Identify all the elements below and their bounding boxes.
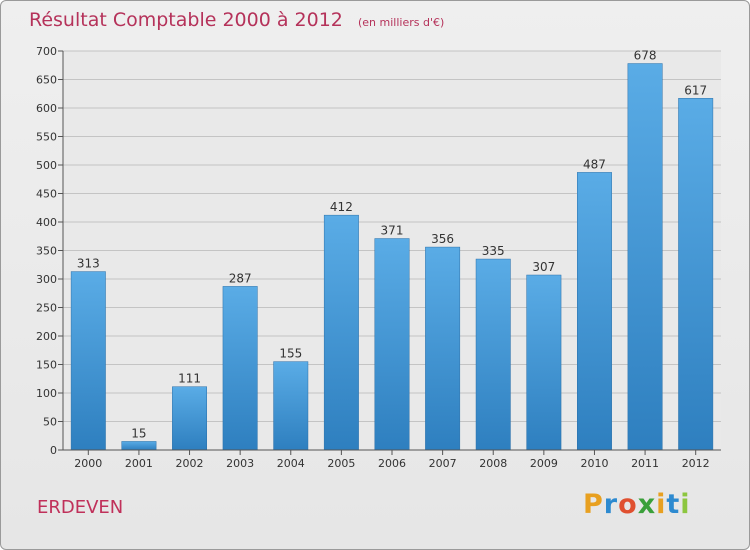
x-tick-label: 2005	[327, 457, 355, 470]
data-label: 617	[684, 83, 707, 97]
y-tick-label: 700	[36, 45, 57, 58]
data-label: 487	[583, 157, 606, 171]
y-tick-label: 150	[36, 359, 57, 372]
data-label: 287	[229, 271, 252, 285]
bar	[70, 271, 106, 451]
bar	[222, 286, 258, 451]
y-tick-label: 650	[36, 74, 57, 87]
logo-letter: t	[666, 489, 681, 520]
x-tick-label: 2008	[479, 457, 507, 470]
bar	[577, 172, 612, 451]
y-tick-label: 0	[50, 444, 57, 457]
y-tick-label: 250	[36, 302, 57, 315]
data-label: 111	[178, 372, 201, 386]
y-tick-label: 200	[36, 330, 57, 343]
data-label: 412	[330, 200, 353, 214]
data-label: 307	[532, 260, 555, 274]
y-tick-label: 600	[36, 102, 57, 115]
location-label: ERDEVEN	[37, 497, 124, 518]
logo-letter: o	[618, 489, 638, 520]
logo-letter: r	[603, 489, 619, 520]
x-tick-label: 2007	[429, 457, 457, 470]
data-label: 313	[77, 257, 100, 271]
y-tick-label: 350	[36, 245, 57, 258]
y-tick-label: 300	[36, 273, 57, 286]
y-tick-label: 100	[36, 387, 57, 400]
x-tick-label: 2011	[631, 457, 659, 470]
bar	[273, 361, 309, 451]
chart-subtitle: (en milliers d'€)	[357, 16, 445, 29]
x-tick-label: 2001	[125, 457, 153, 470]
y-tick-label: 400	[36, 216, 57, 229]
x-tick-label: 2000	[74, 457, 102, 470]
y-tick-label: 50	[43, 416, 57, 429]
bar	[475, 258, 511, 451]
bar	[627, 63, 663, 451]
logo-letter: i	[680, 489, 691, 520]
x-tick-label: 2009	[530, 457, 558, 470]
data-label: 356	[431, 232, 454, 246]
data-label: 678	[634, 49, 657, 63]
x-tick-label: 2003	[226, 457, 254, 470]
bar	[121, 441, 157, 451]
x-tick-label: 2006	[378, 457, 406, 470]
y-tick-label: 500	[36, 159, 57, 172]
data-label: 15	[131, 426, 146, 440]
y-tick-label: 450	[36, 188, 57, 201]
bar	[526, 274, 562, 451]
logo-letter: i	[656, 489, 667, 520]
bar	[323, 214, 359, 451]
data-label: 155	[279, 347, 302, 361]
bar	[172, 386, 207, 451]
bar	[425, 246, 461, 451]
logo-letter: P	[583, 489, 604, 520]
chart-header: Résultat Comptable 2000 à 2012 (en milli…	[29, 9, 444, 31]
chart-title: Résultat Comptable 2000 à 2012	[29, 9, 343, 31]
logo-letter: x	[637, 489, 657, 520]
y-tick-label: 550	[36, 131, 57, 144]
proxiti-logo: Proxiti	[583, 489, 691, 520]
data-label: 335	[482, 244, 505, 258]
x-tick-label: 2002	[176, 457, 204, 470]
bar	[374, 238, 410, 451]
x-tick-label: 2010	[580, 457, 608, 470]
x-tick-label: 2004	[277, 457, 305, 470]
data-label: 371	[381, 224, 404, 238]
x-tick-label: 2012	[682, 457, 710, 470]
bar	[678, 98, 714, 451]
